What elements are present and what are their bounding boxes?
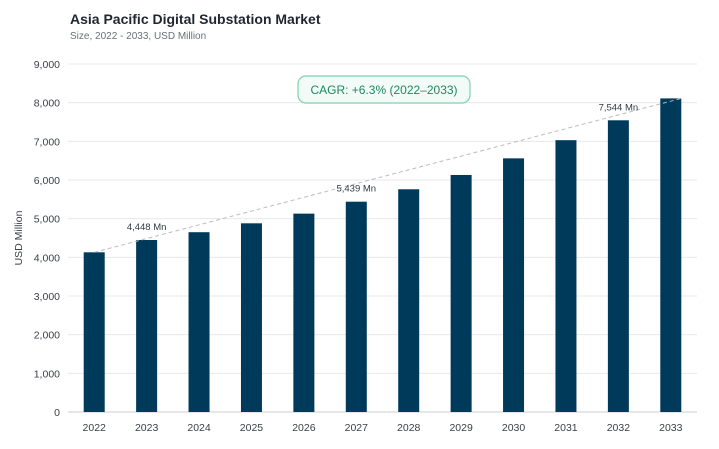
cagr-callout: CAGR: +6.3% (2022–2033) — [297, 75, 471, 104]
y-axis-title: USD Million — [13, 210, 25, 265]
x-tick-label: 2028 — [397, 422, 421, 434]
x-tick-label: 2027 — [345, 422, 369, 434]
chart-subtitle: Size, 2022 - 2033, USD Million — [70, 31, 207, 42]
bar-2024 — [188, 232, 210, 412]
y-tick-label: 8,000 — [34, 98, 60, 110]
x-tick-label: 2025 — [240, 422, 264, 434]
trend-line — [94, 97, 682, 253]
y-tick-label: 4,000 — [34, 252, 60, 264]
x-tick-label: 2026 — [292, 422, 316, 434]
y-tick-label: 1,000 — [34, 368, 60, 380]
bar-2023 — [136, 240, 158, 412]
data-label: 7,544 Mn — [599, 102, 639, 113]
y-tick-labels: 0 1,000 2,000 3,000 4,000 5,000 6,000 7,000 8,00… — [34, 59, 60, 419]
data-labels: 4,448 Mn 5,439 Mn 7,544 Mn — [127, 102, 638, 233]
bar-2030 — [503, 158, 525, 412]
y-tick-label: 2,000 — [34, 330, 60, 342]
bars — [83, 98, 682, 412]
bar-2022 — [83, 252, 105, 412]
bar-2027 — [345, 201, 367, 412]
x-tick-label: 2030 — [502, 422, 526, 434]
y-tick-label: 0 — [54, 407, 60, 419]
x-tick-label: 2033 — [659, 422, 683, 434]
bar-2026 — [293, 213, 315, 412]
cagr-text: CAGR: +6.3% (2022–2033) — [310, 83, 457, 97]
data-label: 5,439 Mn — [336, 184, 376, 195]
x-tick-label: 2024 — [187, 422, 211, 434]
grid-lines — [68, 63, 697, 413]
x-tick-label: 2029 — [449, 422, 473, 434]
bar-2025 — [240, 223, 262, 412]
bar-2032 — [607, 120, 629, 412]
y-tick-label: 5,000 — [34, 214, 60, 226]
x-tick-label: 2032 — [607, 422, 631, 434]
cagr-box — [297, 75, 471, 104]
chart-title: Asia Pacific Digital Substation Market — [70, 11, 321, 27]
bar-2033 — [660, 98, 682, 412]
y-tick-label: 7,000 — [34, 136, 60, 148]
y-tick-label: 9,000 — [34, 59, 60, 71]
bar-2029 — [450, 174, 472, 412]
x-tick-label: 2031 — [554, 422, 578, 434]
x-tick-label: 2022 — [83, 422, 107, 434]
y-tick-label: 6,000 — [34, 175, 60, 187]
x-tick-label: 2023 — [135, 422, 159, 434]
x-tick-labels: 2022 2023 2024 2025 2026 2027 2028 2029 2030 2031… — [83, 422, 683, 434]
data-label: 4,448 Mn — [127, 222, 167, 233]
bar-2028 — [398, 189, 420, 412]
y-tick-label: 3,000 — [34, 291, 60, 303]
bar-2031 — [555, 140, 577, 412]
